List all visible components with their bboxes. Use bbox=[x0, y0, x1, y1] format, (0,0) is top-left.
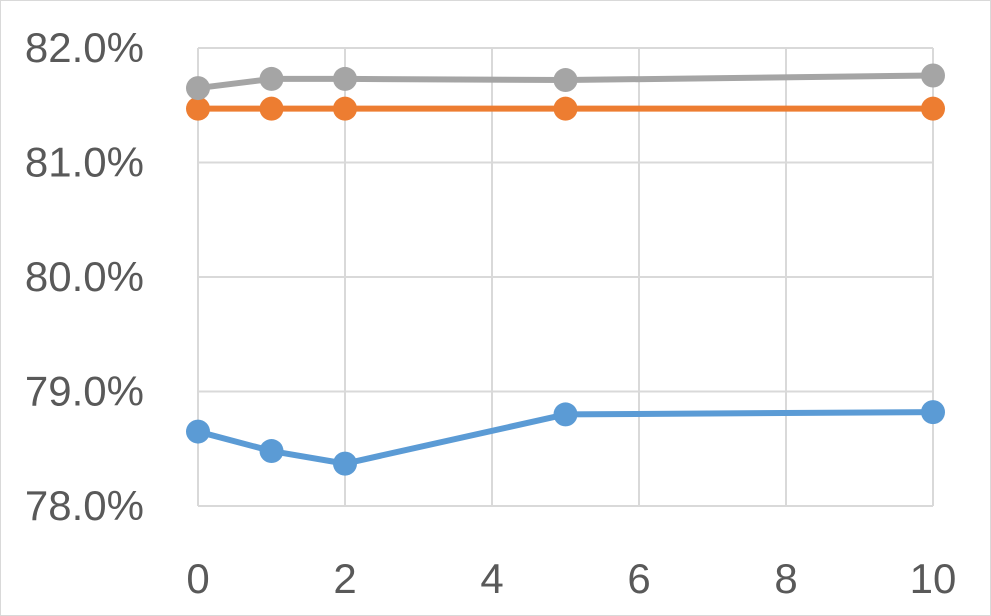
series-3-point bbox=[553, 68, 578, 93]
series-2-point bbox=[333, 96, 357, 121]
x-tick-label: 0 bbox=[186, 555, 209, 602]
series-2-point bbox=[259, 96, 284, 121]
series-1-point bbox=[333, 451, 357, 476]
series-3-point bbox=[186, 76, 210, 101]
series-3-point bbox=[259, 66, 284, 91]
series-1-point bbox=[553, 402, 578, 427]
series-3-point bbox=[921, 63, 945, 88]
series-1-point bbox=[921, 400, 945, 425]
x-tick-label: 8 bbox=[774, 555, 797, 602]
series-1-point bbox=[186, 419, 210, 444]
y-tick-label: 78.0% bbox=[25, 482, 144, 529]
y-axis-tick-labels: 78.0% 79.0% 80.0% 81.0% 82.0% bbox=[25, 24, 144, 529]
series-2-point bbox=[553, 96, 578, 121]
y-tick-label: 80.0% bbox=[25, 253, 144, 300]
gridlines bbox=[197, 47, 934, 507]
series-points bbox=[186, 63, 945, 476]
series-3-point bbox=[333, 66, 357, 91]
y-tick-label: 79.0% bbox=[25, 368, 144, 415]
series-2-point bbox=[186, 96, 210, 121]
x-axis-tick-labels: 0 2 4 6 8 10 bbox=[186, 555, 956, 602]
x-tick-label: 2 bbox=[333, 555, 356, 602]
x-tick-label: 4 bbox=[480, 555, 503, 602]
series-1-point bbox=[259, 439, 284, 464]
x-tick-label: 10 bbox=[910, 555, 957, 602]
x-tick-label: 6 bbox=[627, 555, 650, 602]
series-2-point bbox=[921, 96, 945, 121]
y-tick-label: 81.0% bbox=[25, 139, 144, 186]
y-tick-label: 82.0% bbox=[25, 24, 144, 71]
